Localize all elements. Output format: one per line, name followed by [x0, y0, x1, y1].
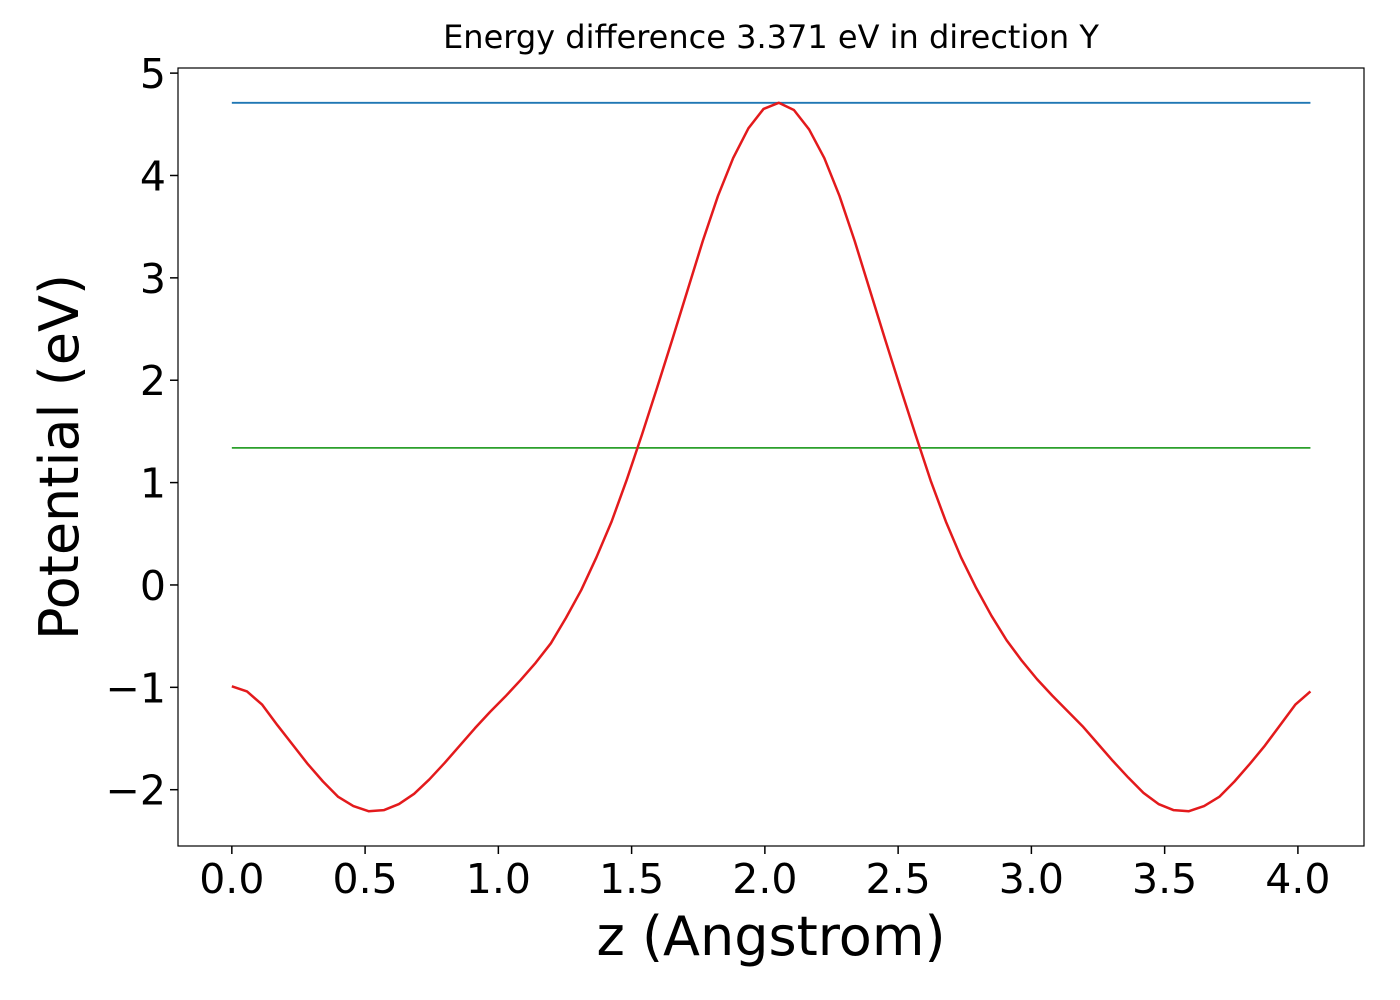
x-tick-label: 3.5: [1132, 855, 1197, 903]
y-tick-label: −2: [106, 767, 166, 815]
x-tick-label: 3.0: [999, 855, 1064, 903]
chart-title: Energy difference 3.371 eV in direction …: [443, 18, 1099, 56]
data-line: [231, 101, 1312, 813]
y-tick-label: −1: [106, 664, 166, 712]
x-tick-label: 2.5: [866, 855, 931, 903]
y-tick-label: 5: [140, 50, 166, 98]
x-tick-label: 1.0: [466, 855, 531, 903]
x-tick-label: 0.5: [332, 855, 397, 903]
x-tick-label: 1.5: [599, 855, 664, 903]
y-tick-label: 0: [140, 562, 166, 610]
y-tick-label: 2: [140, 357, 166, 405]
x-tick-label: 2.0: [732, 855, 797, 903]
plot-frame: [177, 67, 1365, 847]
y-tick-label: 1: [140, 460, 166, 508]
y-tick-label: 4: [140, 152, 166, 200]
y-axis-label: Potential (eV): [28, 274, 91, 640]
y-tick-label: 3: [140, 255, 166, 303]
x-tick-label: 0.0: [199, 855, 264, 903]
x-tick-label: 4.0: [1265, 855, 1330, 903]
x-axis-label: z (Angstrom): [596, 905, 945, 968]
